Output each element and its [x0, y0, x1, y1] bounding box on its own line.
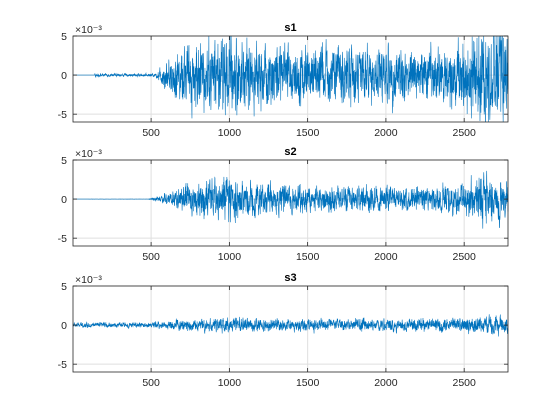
subplot-s3: 500 1000 1500 2000 2500 -5 0 5 ×10⁻³ s3: [58, 272, 509, 389]
x-tick-label: 1500: [296, 127, 320, 139]
series-line-s3: [72, 314, 509, 337]
y-tick-label: 5: [61, 31, 67, 43]
axes-box: [72, 285, 509, 373]
x-tick-label: 2500: [452, 377, 476, 389]
y-tick-label: 5: [61, 281, 67, 293]
y-tick-label: -5: [58, 359, 67, 371]
subplot-s1: 500 1000 1500 2000 2500 -5 0 5 ×10⁻³ s1: [58, 22, 509, 139]
x-tick-label: 1000: [218, 251, 242, 263]
y-exponent-label: ×10⁻³: [75, 274, 102, 286]
x-tick-label: 1000: [218, 377, 242, 389]
y-exponent-label: ×10⁻³: [75, 24, 102, 36]
axes-box: [72, 35, 509, 123]
subplot-s2: 500 1000 1500 2000 2500 -5 0 5 ×10⁻³ s2: [58, 146, 509, 263]
series-line-s2: [73, 170, 509, 229]
x-tick-label: 1000: [218, 127, 242, 139]
y-tick-label: 0: [61, 70, 67, 82]
axes-box: [72, 159, 509, 247]
series-line-s1: [73, 35, 509, 123]
x-tick-label: 2000: [374, 251, 398, 263]
y-tick-label: -5: [58, 109, 67, 121]
x-tick-label: 2000: [374, 377, 398, 389]
subplot-title: s3: [284, 272, 296, 284]
y-tick-label: -5: [58, 233, 67, 245]
x-tick-label: 500: [142, 127, 160, 139]
y-exponent-label: ×10⁻³: [75, 148, 102, 160]
x-tick-label: 2000: [374, 127, 398, 139]
y-tick-label: 5: [61, 155, 67, 167]
x-tick-label: 500: [142, 377, 160, 389]
subplot-title: s2: [284, 146, 296, 158]
x-tick-label: 2500: [452, 127, 476, 139]
x-tick-label: 1500: [296, 377, 320, 389]
x-tick-label: 500: [142, 251, 160, 263]
subplot-title: s1: [284, 22, 296, 34]
x-tick-label: 2500: [452, 251, 476, 263]
y-tick-label: 0: [61, 194, 67, 206]
y-tick-label: 0: [61, 320, 67, 332]
x-tick-label: 1500: [296, 251, 320, 263]
